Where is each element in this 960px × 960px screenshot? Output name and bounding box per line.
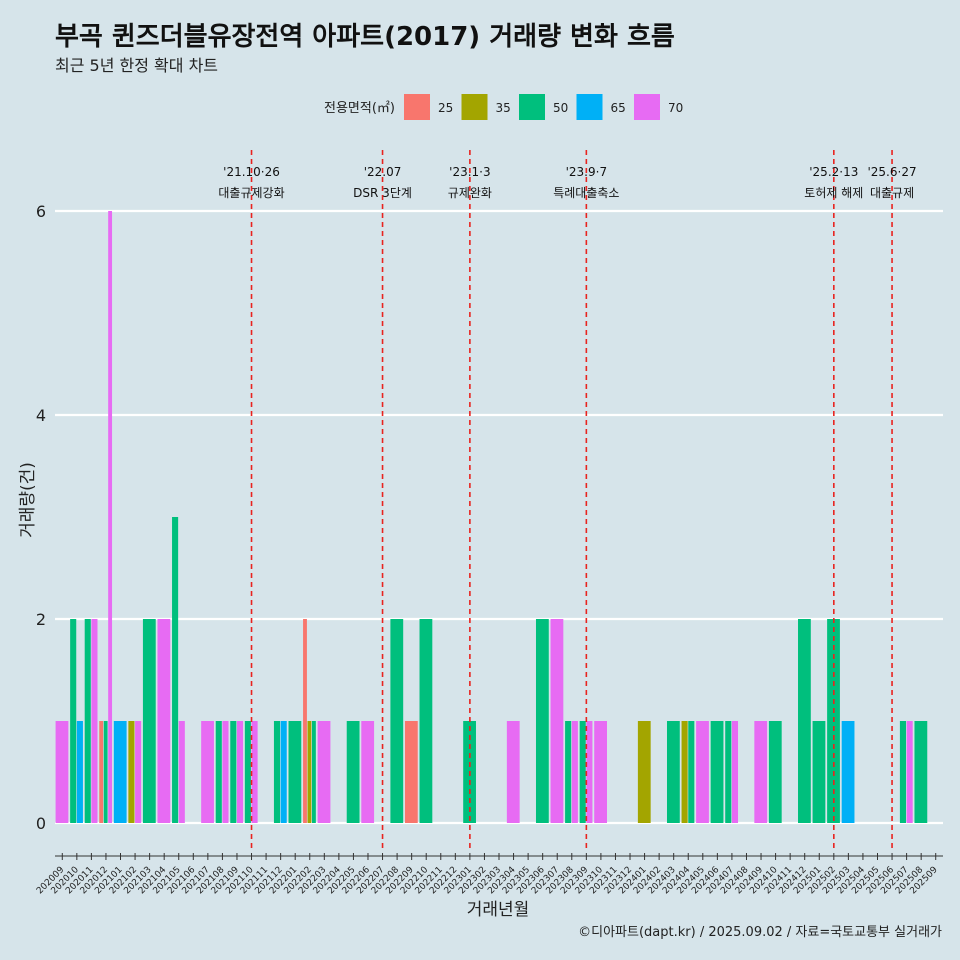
legend-label-25: 25 (438, 101, 453, 115)
bar-70-202109 (236, 721, 244, 823)
bar-70-202102 (135, 721, 142, 823)
bar-65-202112 (280, 721, 287, 823)
event-lines-layer: '21.10·26 대출규제강화 '22.07 DSR 3단계 '23.1·3 규제완화 '… (218, 150, 917, 850)
legend-swatch-35 (461, 94, 488, 120)
legend-swatch-50 (519, 94, 545, 120)
legend-label-35: 35 (496, 101, 511, 115)
bar-50-202210 (419, 619, 433, 823)
legend: 전용면적(㎡) 25 35 50 65 70 (324, 94, 683, 120)
event-date-label: '22.07 (364, 165, 402, 179)
bar-50-202109 (230, 721, 237, 823)
bar-50-202501 (812, 721, 826, 823)
y-tick-label: 0 (36, 814, 46, 833)
event-date-label: '23.1·3 (449, 165, 490, 179)
bar-70-202203 (317, 721, 331, 823)
event-description-label: 대출규제 (870, 186, 914, 200)
bar-70-202104 (157, 619, 171, 823)
event-description-label: 대출규제강화 (218, 186, 284, 200)
bar-70-202107 (201, 721, 214, 823)
bar-70-202304 (506, 721, 520, 823)
legend-label-50: 50 (553, 101, 568, 115)
bar-70-202507 (906, 721, 913, 823)
y-axis-title: 거래량(건) (18, 462, 38, 538)
bar-50-202108 (215, 721, 222, 823)
bar-70-202308 (571, 721, 578, 823)
event-date-label: '21.10·26 (223, 165, 280, 179)
bar-70-202105 (178, 721, 185, 823)
bar-70-202405 (696, 721, 709, 823)
event-date-label: '23.9·7 (566, 165, 607, 179)
legend-label-65: 65 (611, 101, 626, 115)
bar-50-202012 (103, 721, 108, 823)
bar-65-202010 (76, 721, 83, 823)
bar-50-202403 (666, 721, 680, 823)
bar-50-202406 (710, 721, 724, 823)
bar-50-202201 (288, 721, 302, 823)
bar-50-202112 (273, 721, 281, 823)
bar-35-202202 (307, 721, 312, 823)
bar-50-202105 (172, 517, 179, 823)
bar-50-202208 (390, 619, 404, 823)
x-axis-title: 거래년월 (467, 900, 530, 920)
y-tick-label: 6 (36, 202, 46, 221)
legend-swatch-65 (576, 94, 603, 120)
bar-50-202308 (565, 721, 572, 823)
bar-70-202307 (550, 619, 564, 823)
chart-title: 부곡 퀸즈더블유장전역 아파트(2017) 거래량 변화 흐름 (55, 22, 675, 52)
bar-35-202401 (637, 721, 651, 823)
bar-70-202011 (91, 619, 98, 823)
legend-swatch-25 (404, 94, 430, 120)
bar-70-202110 (251, 721, 258, 823)
bar-50-202306 (535, 619, 549, 823)
bar-50-202110 (244, 721, 251, 823)
bar-70-202009 (55, 721, 69, 823)
source-caption: ©디아파트(dapt.kr) / 2025.09.02 / 자료=국토교통부 실… (578, 925, 942, 940)
bar-50-202010 (70, 619, 77, 823)
bar-35-202102 (128, 721, 135, 823)
bar-25-202202 (303, 619, 307, 823)
legend-swatch-70 (634, 94, 660, 120)
bar-70-202012 (108, 211, 113, 823)
bar-50-202410 (768, 721, 782, 823)
bar-50-202508 (914, 721, 928, 823)
bar-50-202011 (84, 619, 91, 823)
bar-50-202205 (346, 721, 360, 823)
bar-65-202503 (841, 721, 855, 823)
bar-70-202309 (586, 721, 593, 823)
y-tick-label: 4 (36, 406, 46, 425)
bar-50-202412 (798, 619, 811, 823)
event-description-label: 토허제 해제 (804, 186, 863, 200)
bar-70-202206 (361, 721, 375, 823)
event-description-label: 규제완화 (448, 186, 492, 200)
bar-65-202101 (113, 721, 127, 823)
y-tick-label: 2 (36, 610, 46, 629)
bar-25-202209 (404, 721, 418, 823)
bar-50-202202 (311, 721, 316, 823)
bar-70-202409 (754, 721, 768, 823)
event-description-label: DSR 3단계 (353, 186, 412, 200)
legend-label-70: 70 (668, 101, 683, 115)
bar-70-202407 (731, 721, 739, 823)
bar-50-202404 (688, 721, 695, 823)
bar-70-202108 (222, 721, 229, 823)
event-description-label: 특례대출축소 (553, 186, 619, 200)
bar-50-202103 (142, 619, 156, 823)
bar-70-202310 (594, 721, 607, 823)
bar-50-202507 (899, 721, 907, 823)
legend-title: 전용면적(㎡) (324, 101, 395, 116)
event-date-label: '25.6·27 (867, 165, 916, 179)
chart-subtitle: 최근 5년 한정 확대 차트 (55, 56, 219, 75)
bars-layer (55, 211, 928, 823)
bar-50-202309 (579, 721, 586, 823)
bar-35-202404 (681, 721, 688, 823)
bar-50-202407 (725, 721, 732, 823)
bar-25-202012 (99, 721, 104, 823)
event-date-label: '25.2·13 (809, 165, 858, 179)
